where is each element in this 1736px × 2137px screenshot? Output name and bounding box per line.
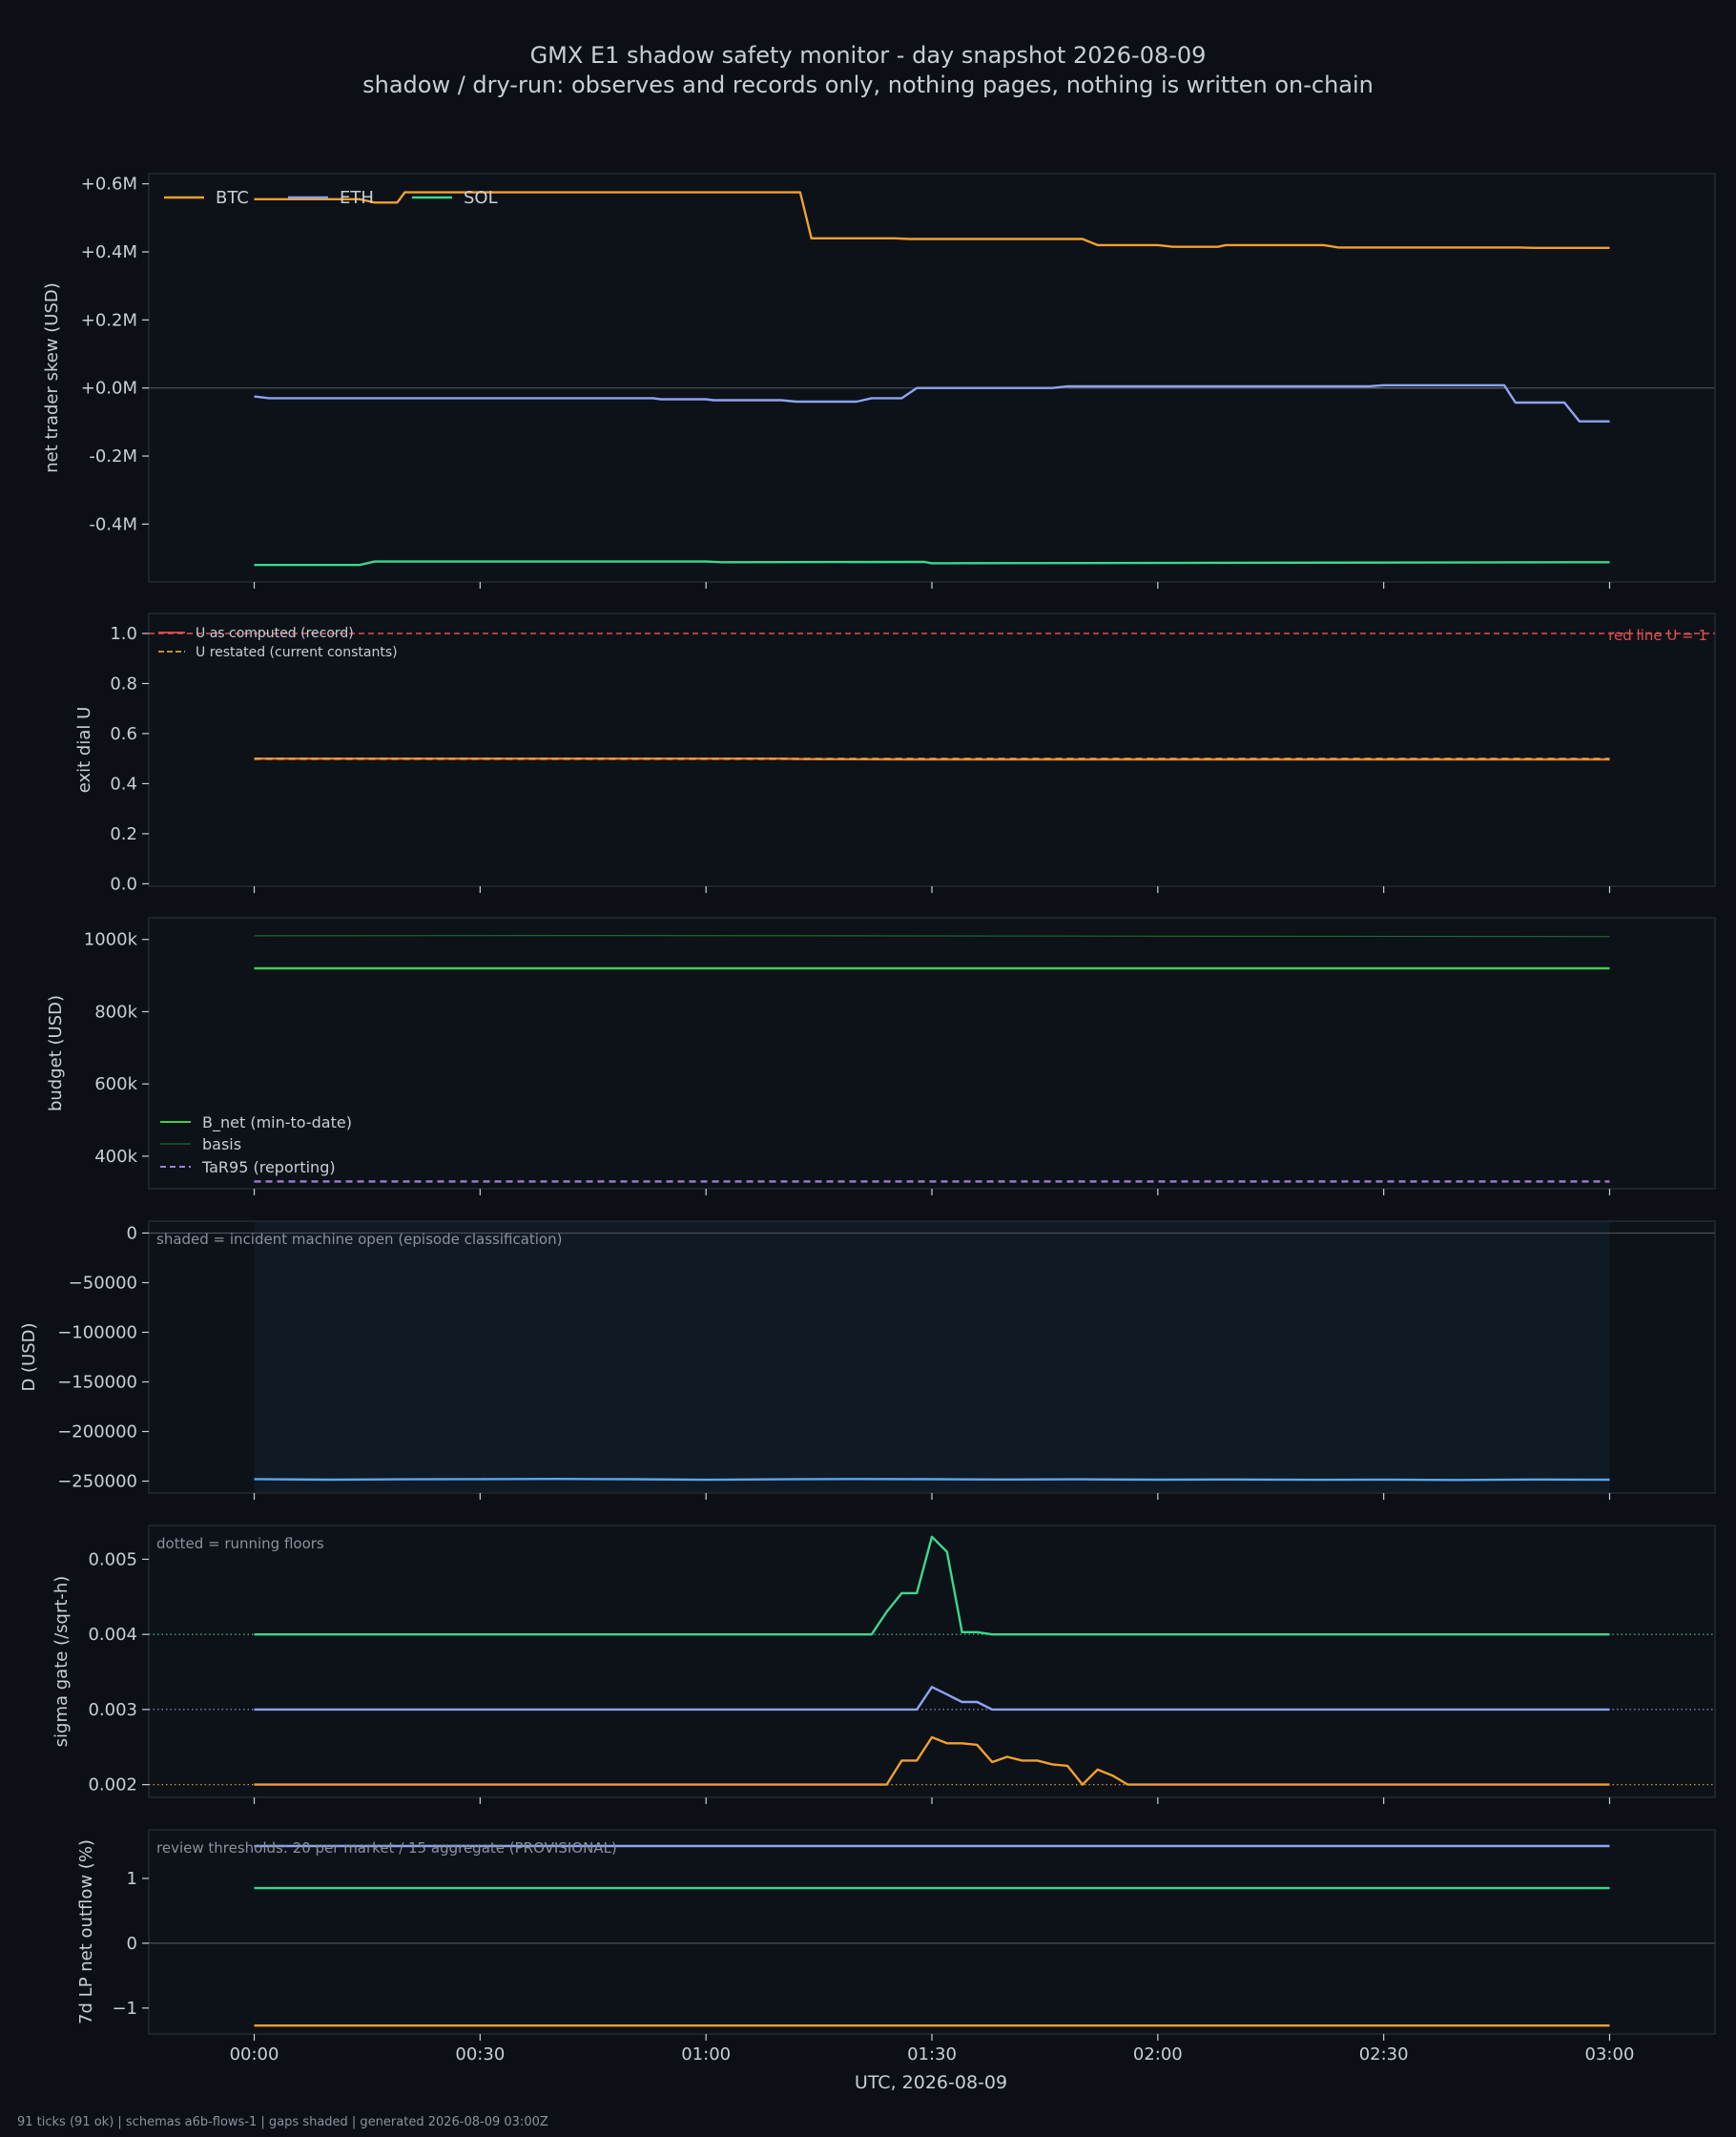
series-line-btc <box>254 191 1610 249</box>
x-tick-label: 01:00 <box>681 2044 731 2064</box>
series-line-d <box>254 1477 1610 1482</box>
y-tick-label: 0.005 <box>88 1549 137 1569</box>
y-axis-label: net trader skew (USD) <box>42 282 62 473</box>
y-tick-label: 0.4 <box>110 774 137 794</box>
y-tick-label: 0 <box>127 1934 137 1954</box>
y-tick-label: 0.002 <box>88 1775 137 1795</box>
y-axis-label: 7d LP net outflow (%) <box>76 1839 96 2024</box>
series-line-btc <box>254 1735 1610 1786</box>
legend-label: basis <box>202 1135 241 1153</box>
y-tick-label: 800k <box>94 1002 137 1022</box>
y-tick-label: 0.004 <box>88 1625 137 1645</box>
panel-exit-dial: 1.0 0.8 0.6 0.4 0.2 0.0 exit dial U red line U … <box>74 612 1716 894</box>
plot-area <box>148 173 1716 583</box>
y-tick-label: −1 <box>112 1999 137 2019</box>
y-axis-label: D (USD) <box>19 1322 39 1391</box>
legend-label: SOL <box>464 188 498 208</box>
y-tick-label: -0.4M <box>89 514 137 534</box>
panel-budget: 1000k 800k 600k 400k budget (USD) B_net (min-… <box>46 917 1716 1195</box>
plot-area <box>148 1829 1716 2035</box>
y-tick-label: +0.2M <box>81 310 137 330</box>
y-tick-label: 1000k <box>84 930 138 950</box>
y-tick-label: −250000 <box>57 1472 137 1492</box>
y-tick-label: −200000 <box>57 1422 137 1442</box>
legend-label: TaR95 (reporting) <box>201 1158 336 1176</box>
x-tick-label: 02:30 <box>1359 2044 1409 2064</box>
redline-annotation: red line U = 1 <box>1608 627 1707 644</box>
legend-label: ETH <box>340 188 374 208</box>
y-tick-label: -0.2M <box>89 446 137 467</box>
y-axis-label: budget (USD) <box>46 995 66 1111</box>
y-tick-label: 600k <box>94 1074 137 1094</box>
y-axis-label: exit dial U <box>74 707 94 794</box>
series-line-eth <box>254 384 1610 423</box>
panel-annotation: shaded = incident machine open (episode … <box>156 1231 562 1248</box>
x-tick-label: 01:30 <box>907 2044 957 2064</box>
series-line-basis <box>254 934 1610 938</box>
y-tick-label: 0 <box>127 1223 137 1243</box>
legend-label: U restated (current constants) <box>196 645 398 660</box>
panel-lp-outflow: 1 0 −1 7d LP net outflow (%) review threshol… <box>76 1829 1716 2041</box>
y-tick-label: 0.003 <box>88 1700 137 1720</box>
y-tick-label: +0.6M <box>81 175 137 195</box>
panel-sigma: 0.005 0.004 0.003 0.002 sigma gate (/sqrt-h)… <box>52 1525 1716 1804</box>
legend-label: U as computed (record) <box>196 626 354 641</box>
series-line-sol <box>254 560 1610 567</box>
legend-label: B_net (min-to-date) <box>202 1113 352 1132</box>
panel-annotation: dotted = running floors <box>156 1535 324 1552</box>
y-tick-label: −100000 <box>57 1322 137 1342</box>
panel-skew: +0.6M +0.4M +0.2M +0.0M -0.2M -0.4M net trader… <box>42 173 1716 589</box>
x-tick-label: 03:00 <box>1585 2044 1635 2064</box>
legend-label: BTC <box>216 188 249 208</box>
y-tick-label: −150000 <box>57 1373 137 1393</box>
y-tick-label: 400k <box>94 1147 137 1167</box>
y-tick-label: 0.6 <box>110 724 137 744</box>
incident-shading <box>254 1222 1610 1492</box>
panel-drawdown: 0 −50000 −100000 −150000 −200000 −250000 D (US… <box>19 1220 1716 1500</box>
y-tick-label: +0.0M <box>81 379 137 399</box>
y-tick-label: +0.4M <box>81 242 137 262</box>
y-tick-label: 1.0 <box>110 624 137 644</box>
footer-status: 91 ticks (91 ok) | schemas a6b-flows-1 |… <box>17 2115 548 2129</box>
plot-area <box>148 612 1716 887</box>
chart-panels: +0.6M +0.4M +0.2M +0.0M -0.2M -0.4M net trader… <box>19 173 1716 2064</box>
chart-title: GMX E1 shadow safety monitor - day snaps… <box>530 42 1207 69</box>
panel-annotation: review thresholds: 20 per market / 15 ag… <box>156 1839 617 1857</box>
plot-area <box>148 1525 1716 1798</box>
series-line-sol <box>254 1535 1610 1636</box>
series-line-eth <box>254 1686 1610 1712</box>
x-tick-label: 00:30 <box>455 2044 505 2064</box>
x-axis-label: UTC, 2026-08-09 <box>855 2072 1007 2093</box>
y-tick-label: 0.0 <box>110 874 137 894</box>
plot-area <box>148 917 1716 1190</box>
x-tick-label: 00:00 <box>230 2044 279 2064</box>
x-tick-label: 02:00 <box>1133 2044 1183 2064</box>
chart-subtitle: shadow / dry-run: observes and records o… <box>362 72 1374 98</box>
y-tick-label: 0.8 <box>110 674 137 694</box>
y-tick-label: 0.2 <box>110 824 137 844</box>
y-axis-label: sigma gate (/sqrt-h) <box>52 1576 72 1748</box>
y-tick-label: −50000 <box>69 1273 137 1293</box>
y-tick-label: 1 <box>127 1869 137 1889</box>
